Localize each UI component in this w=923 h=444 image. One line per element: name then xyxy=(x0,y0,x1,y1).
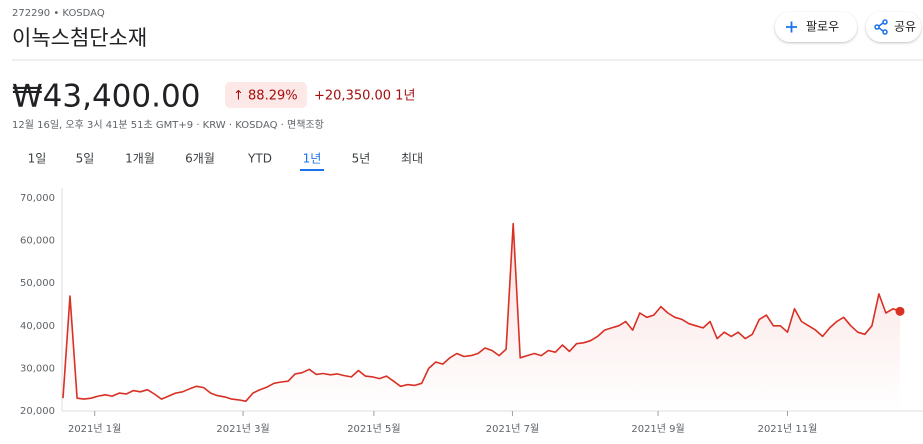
chart: 20,000 30,000 40,000 50,000 60,000 70,000 2021… xyxy=(20,188,923,435)
y-tick-label: 30,000 xyxy=(20,363,55,374)
last-point xyxy=(895,306,905,316)
share-label[interactable]: 공유 xyxy=(894,20,916,34)
x-tick-label: 2021년 3월 xyxy=(216,423,269,435)
change-badge xyxy=(225,82,307,108)
ticker: 272290 • KOSDAQ xyxy=(12,8,105,19)
x-tick-label: 2021년 1월 xyxy=(68,423,121,435)
range-tab[interactable]: YTD xyxy=(247,152,272,166)
share-icon xyxy=(874,19,888,35)
follow-button[interactable]: 팔로우 xyxy=(775,12,857,42)
y-tick-label: 20,000 xyxy=(20,406,55,417)
range-tab[interactable]: 1일 xyxy=(28,152,47,166)
price: ₩43,400.00 xyxy=(12,79,200,115)
range-tab[interactable]: 5일 xyxy=(76,152,95,166)
range-tab[interactable]: 1년 xyxy=(303,152,322,166)
tab-underline xyxy=(300,169,324,171)
title: 이녹스첨단소재 xyxy=(12,26,147,50)
range-tab[interactable]: 5년 xyxy=(352,152,371,166)
y-tick-label: 70,000 xyxy=(20,193,55,204)
range-tab[interactable]: 1개월 xyxy=(125,152,155,166)
range-tabs: 1일 5일 1개월 6개월 YTD 1년 5년 최대 xyxy=(28,152,423,171)
y-tick-label: 60,000 xyxy=(20,236,55,247)
quote-meta: 12월 16일, 오후 3시 41분 51초 GMT+9 · KRW · KOS… xyxy=(12,119,324,131)
range-tab[interactable]: 6개월 xyxy=(185,152,215,166)
line xyxy=(62,222,901,402)
follow-label[interactable]: 팔로우 xyxy=(806,20,839,34)
share-button[interactable]: 공유 xyxy=(866,12,921,42)
x-tick-label: 2021년 7월 xyxy=(486,423,539,435)
area xyxy=(63,223,900,411)
y-tick-label: 50,000 xyxy=(20,278,55,289)
x-tick-label: 2021년 5월 xyxy=(347,423,400,435)
x-tick-label: 2021년 9월 xyxy=(631,423,684,435)
share-bg[interactable] xyxy=(866,12,921,42)
change-pct: ↑ 88.29% xyxy=(233,89,298,104)
change-abs: +20,350.00 1년 xyxy=(314,89,415,104)
follow-bg[interactable] xyxy=(775,12,857,42)
plus-icon xyxy=(786,21,797,33)
x-tick-label: 2021년 11월 xyxy=(758,423,818,435)
y-tick-label: 40,000 xyxy=(20,321,55,332)
range-tab[interactable]: 최대 xyxy=(401,152,423,166)
